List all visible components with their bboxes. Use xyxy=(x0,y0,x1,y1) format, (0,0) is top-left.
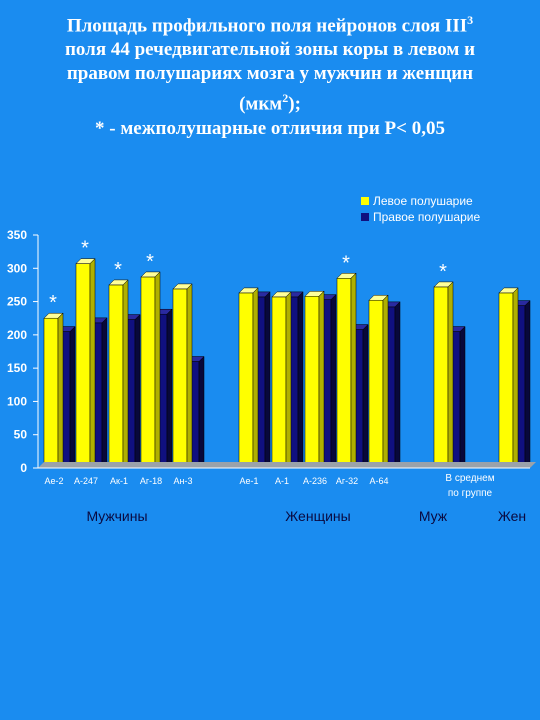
category-label-4: Ан-3 xyxy=(174,476,193,486)
group-label-avg-men: Муж xyxy=(419,508,448,524)
bar-left-11 xyxy=(498,287,519,469)
y-tick-label-50: 50 xyxy=(14,428,28,442)
bar-left-9 xyxy=(368,294,389,469)
legend: Левое полушарие Правое полушарие xyxy=(361,194,480,224)
title-line-3: правом полушариях мозга у мужчин и женщи… xyxy=(66,63,474,85)
bar-left-4-side xyxy=(186,283,193,469)
bar-left-11-front xyxy=(498,292,514,469)
category-label-3: Аг-18 xyxy=(140,476,162,486)
bar-left-2 xyxy=(108,279,129,469)
chart-title: Площадь профильного поля нейронов слоя I… xyxy=(0,8,540,141)
bar-left-2-side xyxy=(122,279,129,469)
bar-left-6-side xyxy=(285,291,292,469)
category-label-8: Аг-32 xyxy=(336,476,358,486)
legend-label-left: Левое полушарие xyxy=(373,194,473,208)
bar-left-3 xyxy=(140,271,161,469)
bar-right-0-side xyxy=(69,325,76,469)
y-tick-label-350: 350 xyxy=(7,228,27,242)
bar-left-5 xyxy=(238,287,259,469)
bar-left-0 xyxy=(43,312,64,469)
bar-left-7 xyxy=(304,290,325,469)
y-tick-label-200: 200 xyxy=(7,328,27,342)
category-label-9: А-64 xyxy=(369,476,388,486)
y-tick-label-150: 150 xyxy=(7,361,27,375)
bar-left-11-side xyxy=(512,287,519,469)
bar-right-1-side xyxy=(101,317,108,469)
y-tick-label-250: 250 xyxy=(7,295,27,309)
bar-left-2-front xyxy=(108,284,124,469)
y-tick-label-0: 0 xyxy=(20,461,27,475)
bar-left-10 xyxy=(433,281,454,469)
bar-right-8-side xyxy=(362,323,369,469)
bar-left-9-front xyxy=(368,299,384,469)
title-line-2: поля 44 речедвигательной зоны коры в лев… xyxy=(64,39,476,61)
bar-left-5-side xyxy=(252,287,259,469)
bar-left-0-side xyxy=(57,312,64,469)
bar-left-4-front xyxy=(172,288,188,469)
bar-left-7-side xyxy=(318,290,325,469)
bar-right-2-side xyxy=(134,313,141,469)
category-label-0: Ае-2 xyxy=(44,476,63,486)
significance-star-10: * xyxy=(439,261,447,283)
bar-right-6-side xyxy=(297,291,304,469)
avg-label-line-1: В среднем xyxy=(445,473,494,484)
group-label-women: Женщины xyxy=(285,508,350,524)
bar-left-3-side xyxy=(154,271,161,469)
title-line-1: Площадь профильного поля нейронов слоя I… xyxy=(66,13,474,37)
category-label-1: А-247 xyxy=(74,476,98,486)
significance-star-3: * xyxy=(146,251,154,273)
bar-right-9-side xyxy=(394,301,401,469)
y-tick-label-100: 100 xyxy=(7,394,27,408)
bar-left-5-front xyxy=(238,292,254,469)
bar-right-5-side xyxy=(264,291,271,469)
bar-chart: * * * * * * 0 50 100 150 200 250 300 350 Ае-2 А-247 Ак-… xyxy=(7,194,536,524)
bar-right-11-side xyxy=(524,299,531,469)
category-label-7: А-236 xyxy=(303,476,327,486)
title-superscript-unit: 2 xyxy=(282,91,289,106)
y-tick-label-300: 300 xyxy=(7,261,27,275)
significance-star-1: * xyxy=(81,238,89,260)
bar-left-6-front xyxy=(271,296,287,469)
category-label-5: Ае-1 xyxy=(239,476,258,486)
bar-left-6 xyxy=(271,291,292,469)
bar-left-10-front xyxy=(433,286,449,469)
bar-left-7-front xyxy=(304,295,320,469)
title-line-4: (мкм2); xyxy=(239,91,301,115)
bar-left-3-front xyxy=(140,276,156,469)
bar-left-8-side xyxy=(350,272,357,469)
bar-left-0-front xyxy=(43,317,59,469)
legend-label-right: Правое полушарие xyxy=(373,210,480,224)
significance-star-2: * xyxy=(114,259,122,281)
bar-left-4 xyxy=(172,283,193,469)
bar-left-9-side xyxy=(382,294,389,469)
title-superscript-layer: 3 xyxy=(467,13,474,27)
significance-star-8: * xyxy=(342,252,350,274)
bar-left-1 xyxy=(75,258,96,469)
category-label-6: А-1 xyxy=(275,476,289,486)
bar-left-1-front xyxy=(75,263,91,469)
chart-floor xyxy=(38,462,536,468)
title-line-5: * - межполушарные отличия при P< 0,05 xyxy=(95,117,445,139)
category-label-2: Ак-1 xyxy=(110,476,128,486)
legend-swatch-left xyxy=(361,197,369,205)
group-label-men: Мужчины xyxy=(86,508,147,524)
bar-left-8-front xyxy=(336,278,352,469)
group-label-avg-women: Жен xyxy=(498,508,526,524)
bar-left-10-side xyxy=(447,281,454,469)
bar-right-4-side xyxy=(198,355,205,469)
avg-label-line-2: по группе xyxy=(448,488,493,499)
bar-right-7-side xyxy=(330,293,337,469)
bar-left-1-side xyxy=(89,258,96,469)
bar-left-8 xyxy=(336,272,357,469)
axis-layer: 0 50 100 150 200 250 300 350 Ае-2 А-247 Ак-1 Аг-18 А… xyxy=(7,228,536,486)
bar-right-10-side xyxy=(459,325,466,469)
significance-star-0: * xyxy=(49,292,57,314)
bars-layer: * * * * * * xyxy=(43,238,531,469)
legend-swatch-right xyxy=(361,213,369,221)
bar-right-3-side xyxy=(166,308,173,469)
